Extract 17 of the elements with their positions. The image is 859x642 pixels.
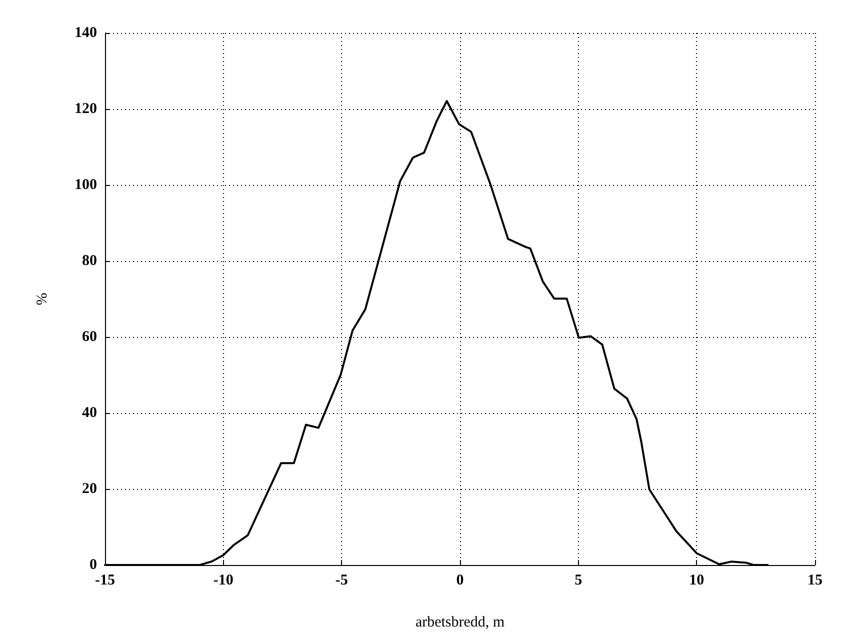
y-tick-label: 100 (74, 177, 97, 193)
y-tick-label: 80 (82, 253, 97, 269)
y-tick-label: 40 (82, 405, 97, 421)
x-tick-label: -15 (95, 572, 115, 588)
y-tick-label: 0 (90, 557, 97, 573)
x-tick-label: 15 (808, 572, 822, 588)
x-tick-label: 10 (689, 572, 704, 588)
y-axis-title: % (34, 292, 50, 306)
y-tick-label: 140 (74, 25, 97, 41)
x-axis-title: arbetsbredd, m (415, 614, 505, 630)
x-tick-label: 5 (574, 572, 582, 588)
x-tick-label: 0 (456, 572, 464, 588)
y-tick-label: 120 (74, 101, 97, 117)
x-tick-label: -5 (335, 572, 348, 588)
y-tick-label: 60 (82, 329, 97, 345)
y-tick-label: 20 (82, 481, 97, 497)
x-tick-label: -10 (213, 572, 234, 588)
